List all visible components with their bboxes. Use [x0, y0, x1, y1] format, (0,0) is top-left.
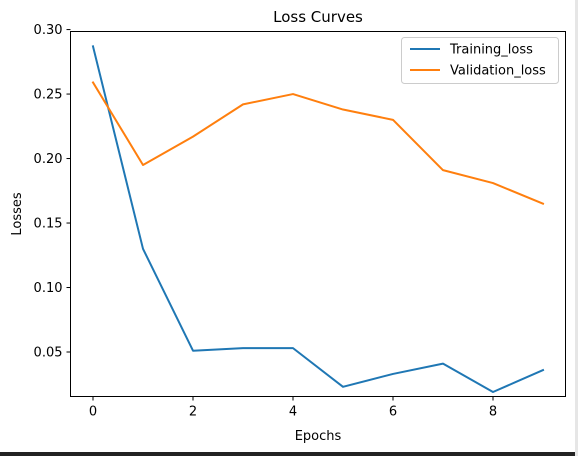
x-tick-label: 4 [289, 405, 297, 420]
x-tick-label: 0 [89, 405, 97, 420]
figure-bottom-edge [0, 452, 578, 456]
y-tick-label: 0.20 [34, 152, 63, 167]
x-tick-label: 8 [489, 405, 497, 420]
x-axis-label: Epochs [295, 429, 342, 444]
y-tick-label: 0.30 [34, 23, 63, 38]
legend-label-training: Training_loss [449, 43, 533, 58]
legend-label-validation: Validation_loss [450, 64, 546, 79]
x-tick-label: 2 [189, 405, 197, 420]
y-tick-label: 0.15 [34, 217, 63, 232]
chart-title: Loss Curves [273, 8, 363, 26]
x-tick-label: 6 [389, 405, 397, 420]
y-tick-label: 0.10 [34, 281, 63, 296]
legend: Training_loss Validation_loss [402, 38, 559, 84]
y-axis-label: Losses [10, 192, 25, 236]
y-tick-label: 0.05 [34, 346, 63, 361]
y-tick-label: 0.25 [34, 88, 63, 103]
